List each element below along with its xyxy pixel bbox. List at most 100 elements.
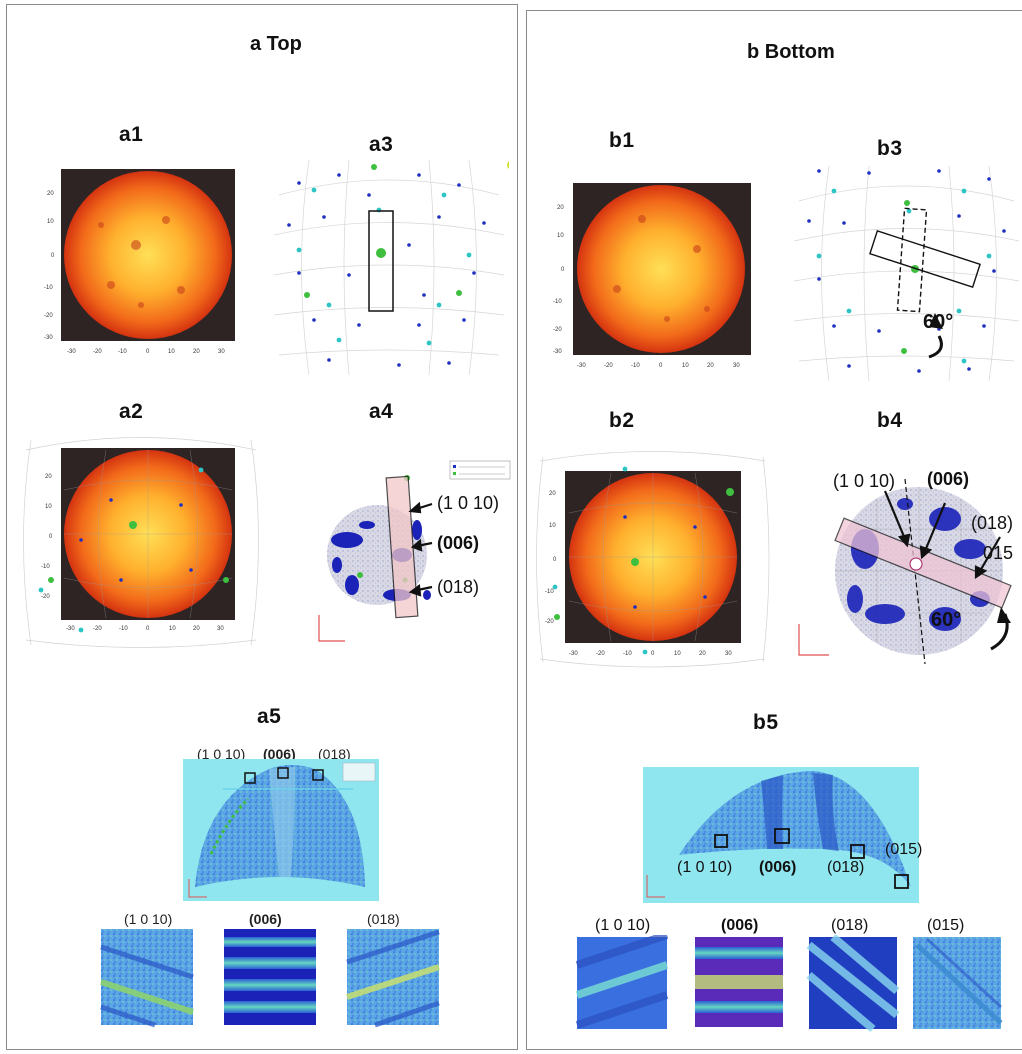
b4-label-018: (018) bbox=[971, 513, 1014, 533]
svg-text:0: 0 bbox=[146, 626, 150, 632]
a5-top-label-1: (1 0 10) bbox=[197, 746, 246, 762]
b5-label-1-0-10: (1 0 10) bbox=[677, 859, 733, 876]
svg-text:10: 10 bbox=[557, 233, 564, 239]
svg-text:20: 20 bbox=[549, 491, 556, 497]
svg-text:0: 0 bbox=[651, 651, 655, 657]
svg-text:-20: -20 bbox=[93, 626, 102, 632]
label-a5: a5 bbox=[257, 705, 282, 728]
svg-text:-20: -20 bbox=[93, 349, 102, 355]
b5-tile-label-2: (006) bbox=[721, 917, 759, 934]
b4-label-015: 015 bbox=[983, 543, 1014, 563]
label-b3: b3 bbox=[877, 137, 903, 160]
panel-title: b Bottom bbox=[747, 41, 835, 63]
svg-text:20: 20 bbox=[557, 205, 564, 211]
b5-label-015: (015) bbox=[885, 841, 923, 858]
b4-label-006: (006) bbox=[927, 469, 970, 489]
b5-tile-018 bbox=[803, 935, 903, 1035]
a1-pole-figure: -30 -20 -10 0 10 20 30 20 10 0 -10 -20 -30 bbox=[41, 165, 241, 365]
b5-label-006: (006) bbox=[759, 859, 797, 876]
b5-tile-label-1: (1 0 10) bbox=[595, 917, 651, 934]
svg-text:30: 30 bbox=[217, 626, 224, 632]
svg-text:20: 20 bbox=[193, 349, 200, 355]
a5-top-label-3: (018) bbox=[318, 746, 351, 762]
rotation-arrow-icon bbox=[928, 335, 943, 359]
panel-bottom: b Bottom b1 b3 b2 b4 b5 -30 -20 -10 0 10 20 3… bbox=[526, 10, 1022, 1050]
svg-text:20: 20 bbox=[193, 626, 200, 632]
svg-text:20: 20 bbox=[699, 651, 706, 657]
svg-text:0: 0 bbox=[561, 267, 565, 273]
a4-label-006: (006) bbox=[437, 533, 480, 553]
svg-text:-20: -20 bbox=[596, 651, 605, 657]
b3-stereogram bbox=[789, 161, 1021, 386]
b5-label-018: (018) bbox=[827, 859, 865, 876]
svg-text:10: 10 bbox=[674, 651, 681, 657]
svg-text:-10: -10 bbox=[118, 349, 127, 355]
a5-top-label-2: (006) bbox=[263, 746, 296, 762]
svg-text:30: 30 bbox=[218, 349, 225, 355]
a4-label-1-0-10: (1 0 10) bbox=[437, 493, 500, 513]
a5-3d-orientation-map bbox=[183, 759, 379, 901]
svg-text:-20: -20 bbox=[545, 619, 554, 625]
svg-text:20: 20 bbox=[45, 474, 52, 480]
label-a1: a1 bbox=[119, 123, 144, 146]
svg-text:10: 10 bbox=[168, 349, 175, 355]
svg-text:0: 0 bbox=[553, 557, 557, 563]
b3-rotation-label: 60° bbox=[923, 311, 954, 333]
svg-text:10: 10 bbox=[47, 219, 54, 225]
svg-text:-20: -20 bbox=[604, 363, 613, 369]
svg-text:-30: -30 bbox=[577, 363, 586, 369]
a5-tile-006 bbox=[222, 927, 322, 1031]
label-b4: b4 bbox=[877, 409, 903, 432]
b5-tile-1-0-10 bbox=[571, 935, 671, 1035]
svg-text:10: 10 bbox=[169, 626, 176, 632]
b4-rotation-label: 60° bbox=[931, 609, 962, 631]
a5-tile-label-2: (006) bbox=[249, 911, 282, 927]
svg-text:-30: -30 bbox=[44, 335, 53, 341]
svg-text:-10: -10 bbox=[623, 651, 632, 657]
svg-text:0: 0 bbox=[659, 363, 663, 369]
svg-text:-10: -10 bbox=[545, 589, 554, 595]
b2-pole-figure-overlay: -30 -20 -10 0 10 20 30 20 10 0 -10 -20 bbox=[535, 447, 771, 672]
svg-text:30: 30 bbox=[725, 651, 732, 657]
b4-ebsd-map bbox=[795, 459, 1022, 675]
panel-top: a Top a1 a3 a2 a4 a5 -30 -20 -10 0 10 20 30 2… bbox=[6, 4, 518, 1050]
svg-text:20: 20 bbox=[47, 191, 54, 197]
svg-text:-10: -10 bbox=[553, 299, 562, 305]
b1-pole-figure: -30 -20 -10 0 10 20 30 20 10 0 -10 -20 -30 bbox=[547, 179, 757, 379]
b5-3d-orientation-map bbox=[643, 767, 919, 903]
svg-text:-30: -30 bbox=[66, 626, 75, 632]
svg-text:-20: -20 bbox=[44, 313, 53, 319]
svg-text:20: 20 bbox=[707, 363, 714, 369]
b5-tile-label-4: (015) bbox=[927, 917, 965, 934]
svg-text:30: 30 bbox=[733, 363, 740, 369]
arrow-icon bbox=[883, 490, 1001, 580]
svg-text:10: 10 bbox=[45, 504, 52, 510]
svg-text:10: 10 bbox=[682, 363, 689, 369]
a4-ebsd-map bbox=[307, 445, 517, 655]
b5-tile-006 bbox=[693, 935, 793, 1035]
a5-tile-label-1: (1 0 10) bbox=[124, 911, 173, 927]
svg-text:-30: -30 bbox=[569, 651, 578, 657]
svg-text:10: 10 bbox=[549, 523, 556, 529]
b4-label-1-0-10: (1 0 10) bbox=[833, 471, 896, 491]
svg-text:0: 0 bbox=[146, 349, 150, 355]
panel-title: a Top bbox=[250, 33, 302, 55]
label-b1: b1 bbox=[609, 129, 635, 152]
label-b2: b2 bbox=[609, 409, 635, 432]
svg-text:-10: -10 bbox=[44, 285, 53, 291]
b5-tile-label-3: (018) bbox=[831, 917, 869, 934]
label-a2: a2 bbox=[119, 400, 144, 423]
a4-label-018: (018) bbox=[437, 577, 480, 597]
b5-tile-015 bbox=[907, 935, 1007, 1035]
label-a3: a3 bbox=[369, 133, 394, 156]
a3-stereogram bbox=[269, 155, 509, 380]
label-b5: b5 bbox=[753, 711, 779, 734]
svg-text:-30: -30 bbox=[67, 349, 76, 355]
a5-tile-1-0-10 bbox=[95, 927, 195, 1031]
svg-text:-10: -10 bbox=[119, 626, 128, 632]
a5-tile-label-3: (018) bbox=[367, 911, 400, 927]
arrow-icon bbox=[408, 501, 433, 597]
svg-text:-30: -30 bbox=[553, 349, 562, 355]
svg-text:0: 0 bbox=[49, 534, 53, 540]
svg-text:0: 0 bbox=[51, 253, 55, 259]
